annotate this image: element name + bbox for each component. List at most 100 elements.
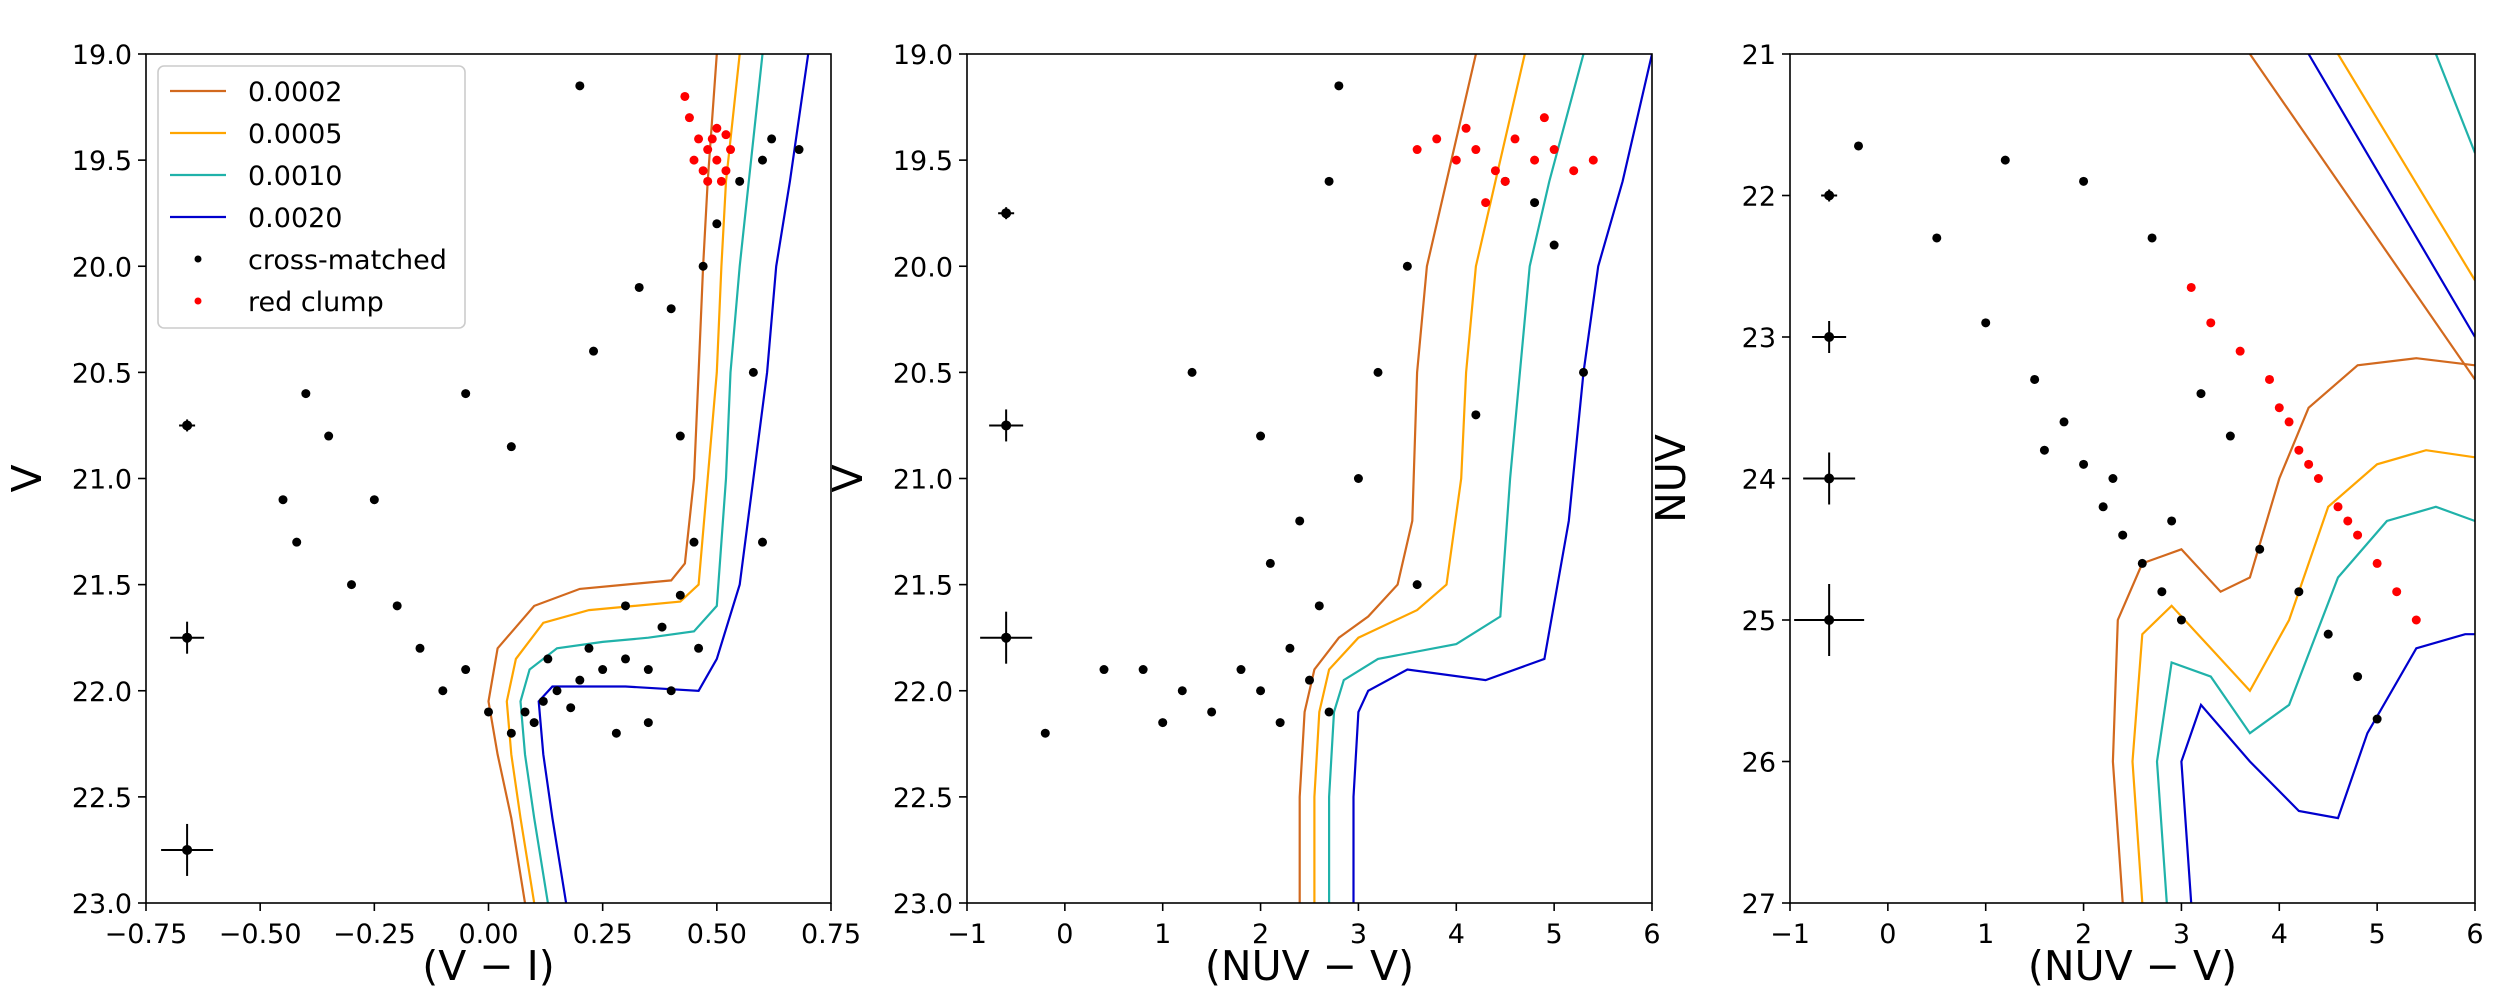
red-clump-point [680, 91, 690, 101]
y-tick-label: 20.0 [72, 252, 132, 283]
red-clump-point [716, 176, 726, 186]
isochrone-line-0-0020 [1352, 54, 1652, 903]
plot-area-1 [161, 54, 810, 903]
cross-matched-point [675, 590, 685, 600]
red-clump-point [2304, 459, 2314, 469]
error-bar-point [1824, 190, 1835, 201]
cross-matched-point [292, 537, 302, 547]
plot-area-3 [1794, 54, 2475, 903]
red-clump-point [2392, 587, 2402, 597]
isochrone-line-0-0010 [1327, 54, 1585, 903]
cross-matched-point [1471, 410, 1481, 420]
cross-matched-point [543, 654, 553, 664]
error-bar-point [1001, 632, 1012, 643]
cross-matched-point [675, 431, 685, 441]
red-clump-point [2313, 474, 2323, 483]
cross-matched-point [1530, 198, 1540, 208]
cross-matched-point [2196, 389, 2206, 399]
cross-matched-point [1373, 367, 1383, 377]
red-clump-point [1461, 123, 1471, 133]
cross-matched-point [301, 389, 311, 399]
red-clump-point [1530, 155, 1540, 165]
cross-matched-point [735, 176, 745, 186]
cross-matched-point [347, 580, 356, 590]
x-tick-label: 2 [2075, 919, 2092, 950]
red-clump-point [2265, 374, 2274, 384]
cross-matched-point [621, 654, 630, 664]
error-bar-point [1824, 473, 1835, 484]
y-axis-label: NUV [1647, 434, 1695, 523]
cross-matched-point [794, 145, 804, 155]
red-clump-point [703, 176, 713, 186]
y-tick-label: 21.0 [893, 465, 953, 496]
cross-matched-point [2108, 474, 2118, 483]
cross-matched-point [438, 686, 448, 696]
cross-matched-point [1187, 367, 1197, 377]
legend-marker-swatch [194, 297, 202, 305]
y-tick-label: 23.0 [893, 889, 953, 920]
cross-matched-point [1158, 718, 1168, 728]
cross-matched-point [2030, 374, 2040, 384]
red-clump-point [707, 134, 717, 144]
x-axis-label: (NUV − V) [1205, 942, 1414, 990]
y-tick-label: 21.5 [72, 571, 132, 602]
x-axis-label: (V − I) [422, 942, 555, 990]
red-clump-point [2235, 346, 2245, 356]
cross-matched-point [584, 643, 594, 653]
red-clump-point [1432, 134, 1442, 144]
cross-matched-point [2118, 530, 2128, 540]
cross-matched-point [461, 389, 471, 399]
red-clump-point [2186, 282, 2196, 292]
cross-matched-point [415, 643, 425, 653]
x-tick-label: 0.00 [458, 919, 518, 950]
x-tick-label: −1 [947, 919, 987, 950]
cross-matched-point [643, 718, 653, 728]
x-tick-label: 5 [1546, 919, 1563, 950]
x-tick-label: −0.50 [219, 919, 302, 950]
cross-matched-point [506, 728, 516, 738]
x-tick-label: −0.75 [105, 919, 188, 950]
error-bar-point [182, 420, 193, 431]
cross-matched-point [598, 665, 608, 675]
cross-matched-point [712, 219, 722, 229]
y-tick-label: 24 [1742, 465, 1776, 496]
y-tick-label: 23 [1742, 323, 1776, 354]
cross-matched-point [758, 537, 767, 547]
cross-matched-point [461, 665, 471, 675]
cross-matched-point [666, 304, 676, 314]
cross-matched-point [2079, 176, 2089, 186]
x-tick-label: 0 [1879, 919, 1896, 950]
y-tick-label: 20.0 [893, 252, 953, 283]
cross-matched-point [2372, 714, 2382, 724]
x-tick-label: 0.50 [687, 919, 747, 950]
y-tick-label: 19.0 [72, 40, 132, 71]
isochrone-line-0-0005-upper [2337, 54, 2475, 281]
isochrone-line-0-0002 [1298, 54, 1477, 903]
x-tick-label: −0.25 [333, 919, 416, 950]
x-tick-label: 6 [1643, 919, 1660, 950]
cross-matched-point [2294, 587, 2304, 597]
x-tick-label: 3 [2173, 919, 2190, 950]
cross-matched-point [1099, 665, 1109, 675]
red-clump-point [1549, 145, 1559, 155]
cross-matched-point [2147, 233, 2157, 243]
cross-matched-point [1412, 580, 1422, 590]
y-tick-label: 22.0 [72, 677, 132, 708]
cross-matched-point [2167, 516, 2177, 526]
cross-matched-point [1324, 176, 1334, 186]
cross-matched-point [2353, 672, 2363, 682]
cross-matched-point [1324, 707, 1334, 717]
x-tick-label: 4 [1448, 919, 1465, 950]
cross-matched-point [1275, 718, 1285, 728]
red-clump-point [1471, 145, 1481, 155]
legend-entry-label: 0.0002 [248, 77, 342, 108]
cross-matched-point [2000, 155, 2010, 165]
cross-matched-point [698, 261, 708, 271]
x-tick-label: 0.75 [801, 919, 861, 950]
cross-matched-point [1207, 707, 1217, 717]
y-tick-label: 21.0 [72, 465, 132, 496]
cross-matched-point [643, 665, 653, 675]
cross-matched-point [2157, 587, 2167, 597]
red-clump-point [1490, 166, 1500, 176]
isochrone-line-0-0010 [2155, 505, 2475, 903]
